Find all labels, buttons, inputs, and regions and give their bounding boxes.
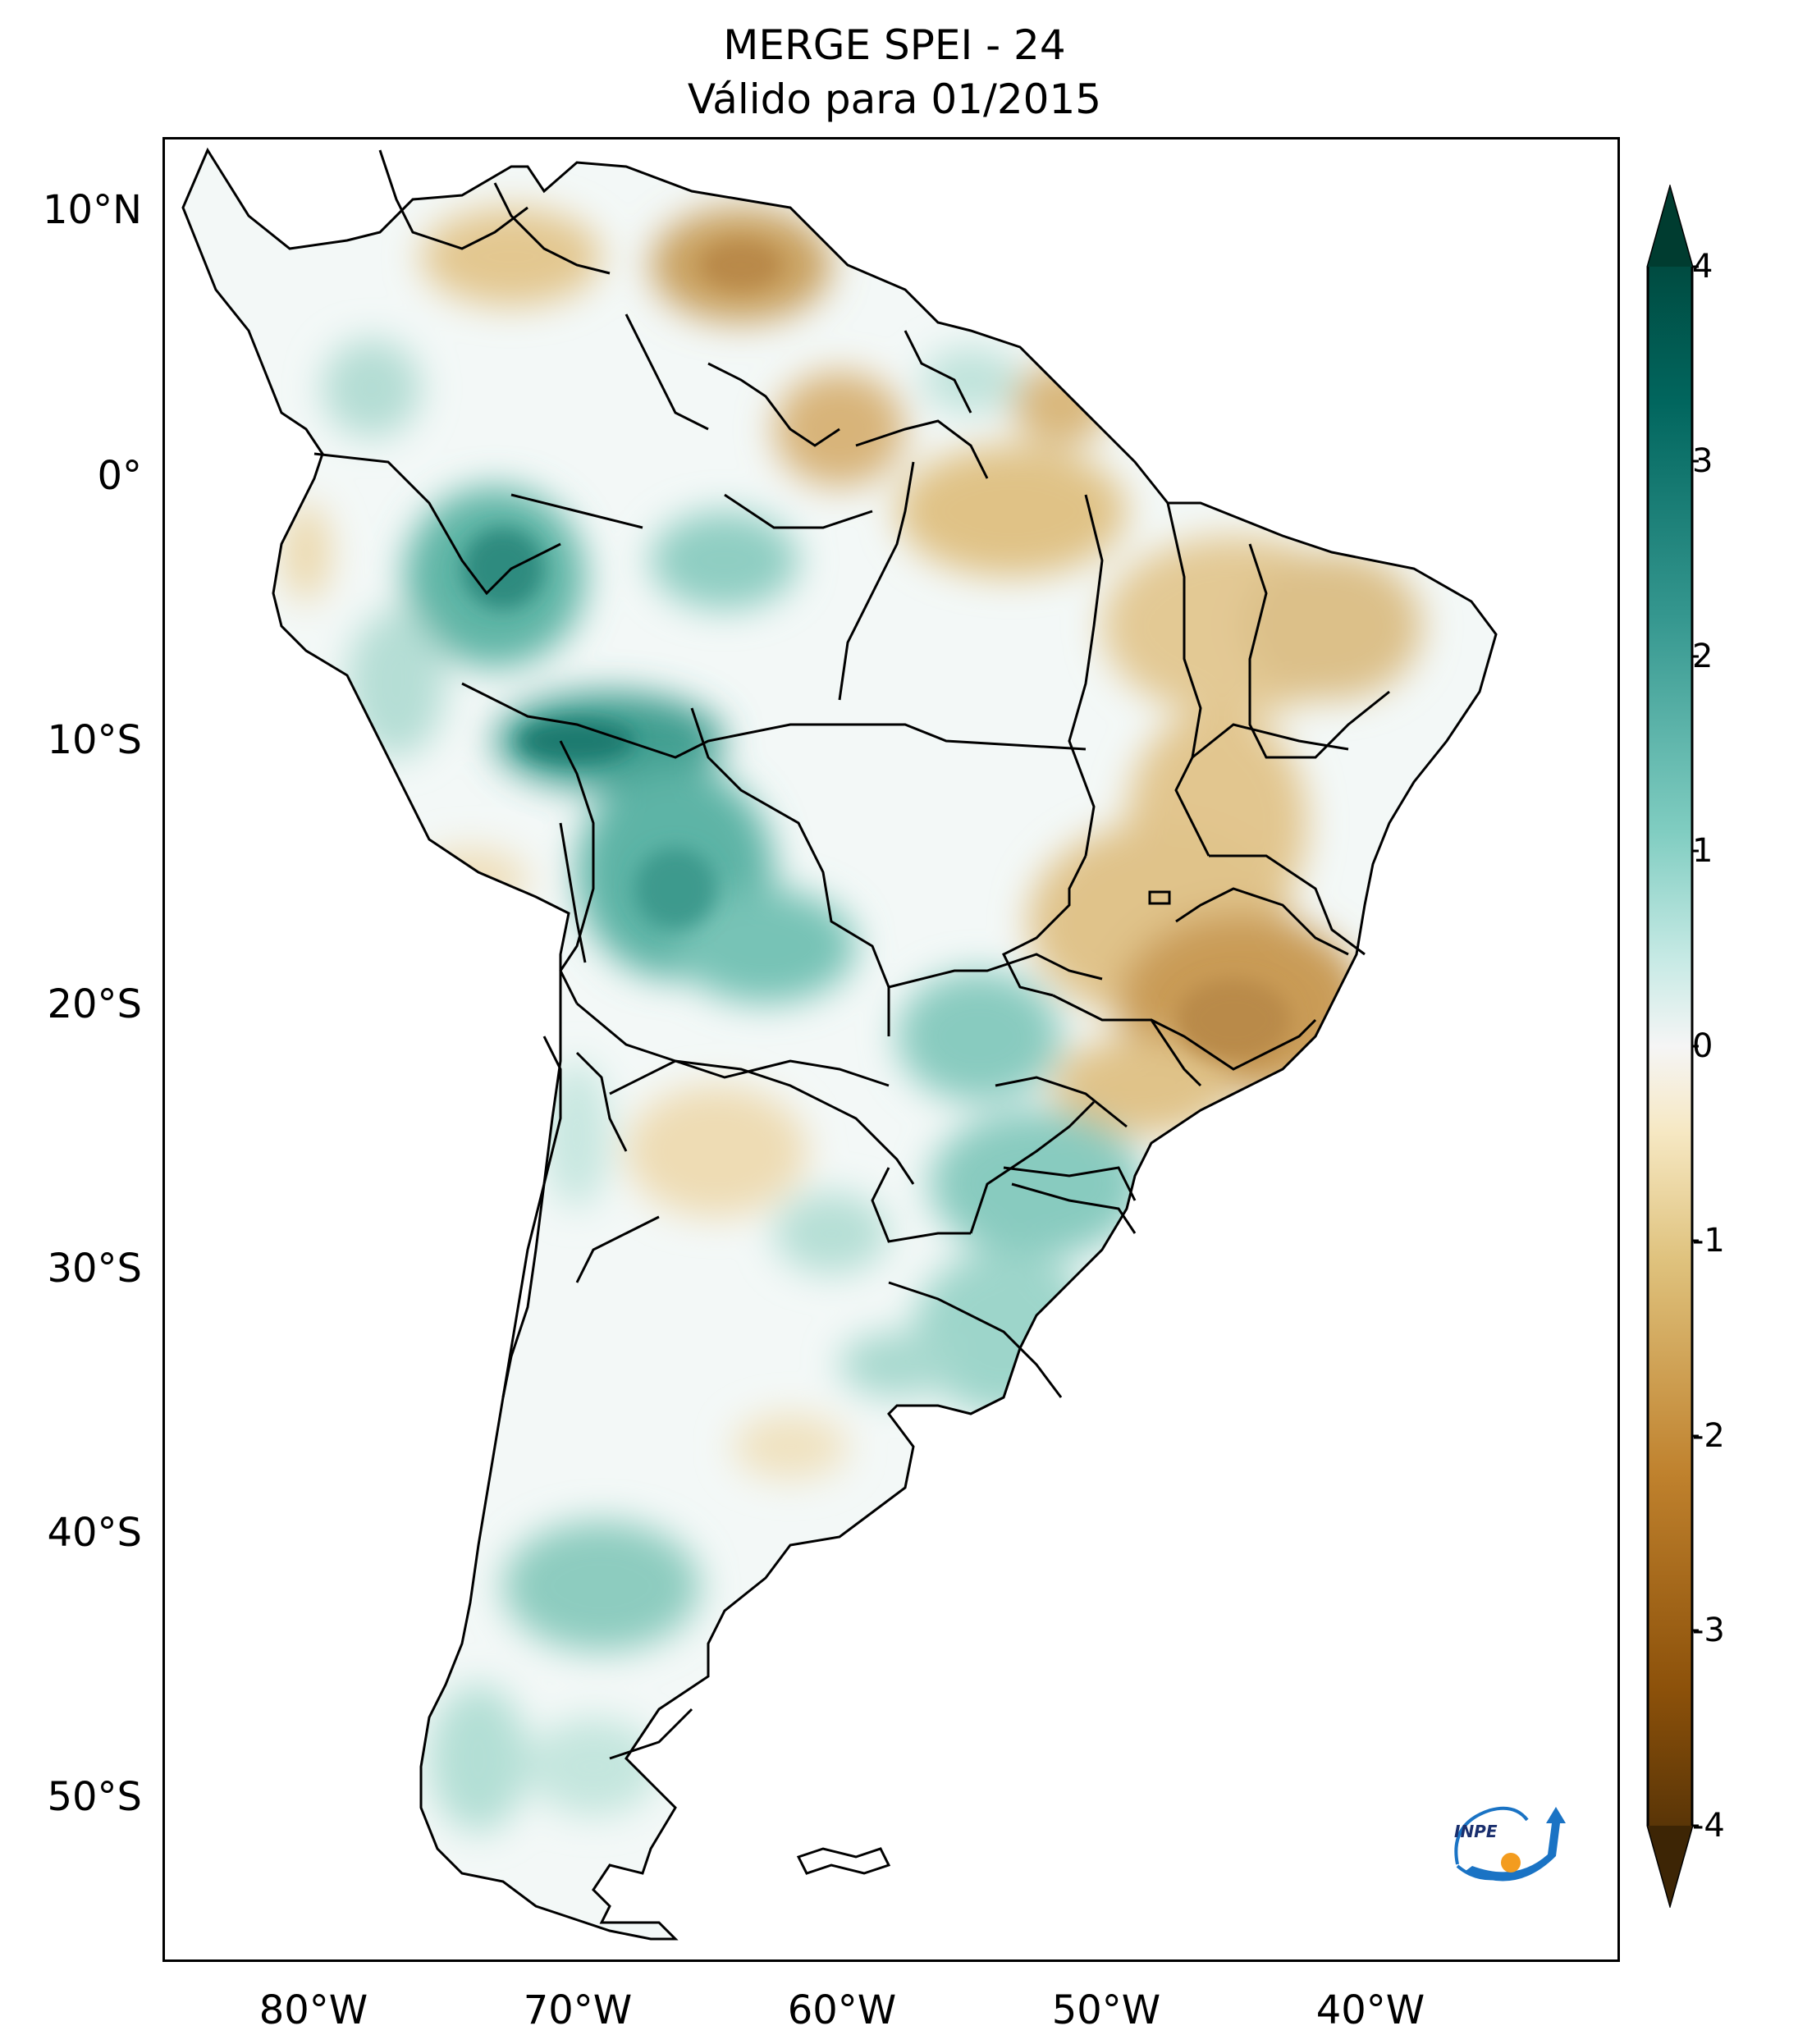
colorbar-min-extension bbox=[1648, 1826, 1692, 1905]
lon-label-60w: 60°W bbox=[787, 1987, 897, 2033]
colorbar-gradient bbox=[1646, 185, 1694, 1908]
colorbar-tick-neg2: -2 bbox=[1692, 1417, 1725, 1455]
inpe-logo: INPE bbox=[1441, 1790, 1581, 1889]
colorbar-tick-4: 4 bbox=[1692, 248, 1713, 286]
lat-label-0: 0° bbox=[97, 453, 142, 499]
spei-field bbox=[183, 150, 1496, 1939]
south-america-map bbox=[181, 149, 1498, 1941]
colorbar-tick-neg1: -1 bbox=[1692, 1222, 1725, 1260]
colorbar-ticks bbox=[1692, 265, 1699, 1827]
colorbar-tick-neg3: -3 bbox=[1692, 1612, 1725, 1649]
inpe-logo-text: INPE bbox=[1454, 1822, 1498, 1841]
lat-label-30s: 30°S bbox=[47, 1246, 142, 1292]
colorbar-tick-1: 1 bbox=[1692, 832, 1713, 870]
lon-label-80w: 80°W bbox=[258, 1987, 368, 2033]
lat-label-10n: 10°N bbox=[43, 187, 142, 233]
colorbar-max-extension bbox=[1648, 188, 1692, 267]
colorbar bbox=[1646, 185, 1699, 1908]
map-title: MERGE SPEI - 24 bbox=[723, 21, 1066, 69]
colorbar-tick-neg4: -4 bbox=[1692, 1807, 1725, 1845]
lon-label-40w: 40°W bbox=[1315, 1987, 1425, 2033]
colorbar-tick-3: 3 bbox=[1692, 442, 1713, 480]
borders bbox=[181, 149, 1498, 1941]
lon-label-70w: 70°W bbox=[523, 1987, 633, 2033]
map-subtitle: Válido para 01/2015 bbox=[687, 75, 1102, 123]
lat-label-40s: 40°S bbox=[47, 1510, 142, 1556]
colorbar-tick-0: 0 bbox=[1692, 1027, 1713, 1065]
lon-label-50w: 50°W bbox=[1051, 1987, 1161, 2033]
inpe-logo-icon bbox=[1454, 1806, 1566, 1882]
lat-label-50s: 50°S bbox=[47, 1774, 142, 1820]
colorbar-tick-2: 2 bbox=[1692, 638, 1713, 675]
map-panel bbox=[162, 137, 1620, 1962]
lat-label-10s: 10°S bbox=[47, 717, 142, 763]
lat-label-20s: 20°S bbox=[47, 981, 142, 1027]
